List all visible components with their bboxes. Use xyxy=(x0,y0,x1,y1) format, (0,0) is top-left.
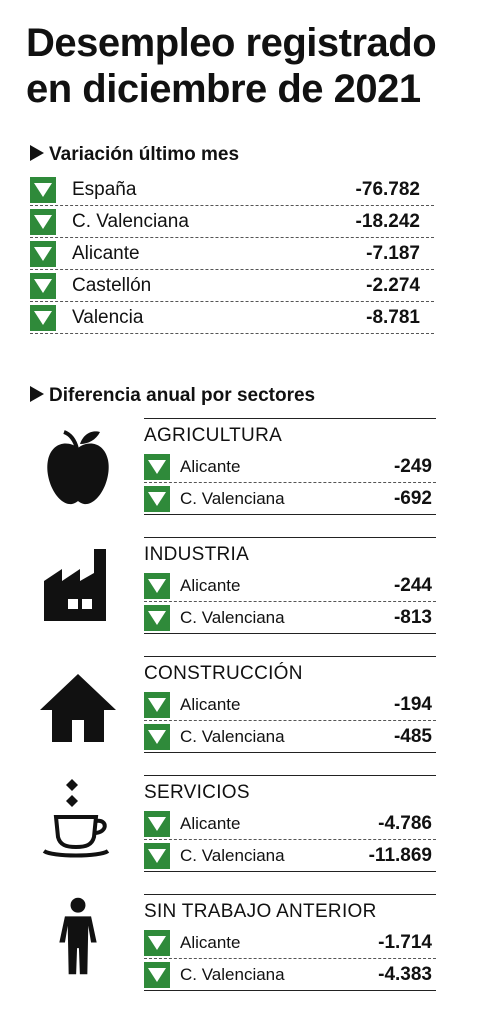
sector-name: AGRICULTURA xyxy=(144,425,283,446)
down-arrow-icon xyxy=(144,453,170,480)
row-value: -7.187 xyxy=(366,242,420,264)
sector-name: SERVICIOS xyxy=(144,782,250,803)
row-value: -1.714 xyxy=(378,931,432,953)
sector-name: INDUSTRIA xyxy=(144,544,250,565)
sector-industria: INDUSTRIA Alicante -244 C. Valenciana -8… xyxy=(30,537,440,647)
row-value: -194 xyxy=(393,693,432,715)
row-value: -813 xyxy=(393,606,432,628)
row-label: C. Valenciana xyxy=(180,964,285,984)
section-heading-variacion: Variación último mes xyxy=(30,142,239,168)
apple-icon xyxy=(47,430,109,505)
house-icon xyxy=(40,674,116,742)
table-row: C. Valenciana -18.242 xyxy=(30,206,434,238)
table-row: Alicante -194 xyxy=(144,689,436,721)
row-label: C. Valenciana xyxy=(180,488,285,508)
row-value: -244 xyxy=(393,574,432,596)
down-arrow-icon xyxy=(144,929,170,956)
row-value: -2.274 xyxy=(366,274,420,296)
row-label: C. Valenciana xyxy=(180,845,285,865)
down-arrow-icon xyxy=(144,842,170,869)
factory-icon xyxy=(44,549,106,621)
row-label: Valencia xyxy=(72,306,144,328)
row-value: -249 xyxy=(393,455,432,477)
row-label: Alicante xyxy=(180,456,241,476)
row-label: España xyxy=(72,178,137,200)
row-label: C. Valenciana xyxy=(72,210,189,232)
person-icon xyxy=(59,897,97,975)
play-arrow-icon xyxy=(30,385,44,402)
down-arrow-icon xyxy=(144,723,170,750)
sector-sin-trabajo-anterior: SIN TRABAJO ANTERIOR Alicante -1.714 C. … xyxy=(30,894,440,1004)
down-arrow-icon xyxy=(30,240,56,267)
row-value: -485 xyxy=(393,725,432,747)
down-arrow-icon xyxy=(30,208,56,235)
row-value: -4.383 xyxy=(378,963,432,985)
row-value: -692 xyxy=(393,487,432,509)
table-row: Valencia -8.781 xyxy=(30,302,434,334)
table-row: C. Valenciana -11.869 xyxy=(144,840,436,872)
row-value: -18.242 xyxy=(355,210,420,232)
row-label: Alicante xyxy=(180,694,241,714)
title-line-2: en diciembre de 2021 xyxy=(26,67,421,111)
row-label: Alicante xyxy=(72,242,140,264)
row-label: Alicante xyxy=(180,932,241,952)
table-row: C. Valenciana -4.383 xyxy=(144,959,436,991)
down-arrow-icon xyxy=(144,572,170,599)
section-heading-sectores: Diferencia anual por sectores xyxy=(30,383,315,409)
row-value: -76.782 xyxy=(355,178,420,200)
row-label: C. Valenciana xyxy=(180,607,285,627)
down-arrow-icon xyxy=(144,810,170,837)
sector-agricultura: AGRICULTURA Alicante -249 C. Valenciana … xyxy=(30,418,440,528)
table-row: Alicante -249 xyxy=(144,451,436,483)
row-value: -8.781 xyxy=(366,306,420,328)
down-arrow-icon xyxy=(144,604,170,631)
row-value: -4.786 xyxy=(378,812,432,834)
row-label: Castellón xyxy=(72,274,152,296)
table-row: Alicante -1.714 xyxy=(144,927,436,959)
row-value: -11.869 xyxy=(368,844,432,866)
table-row: C. Valenciana -692 xyxy=(144,483,436,515)
sector-construccion: CONSTRUCCIÓN Alicante -194 C. Valenciana… xyxy=(30,656,440,766)
section-heading-text: Diferencia anual por sectores xyxy=(49,385,316,406)
table-row: Alicante -7.187 xyxy=(30,238,434,270)
table-row: Castellón -2.274 xyxy=(30,270,434,302)
variacion-table: España -76.782 C. Valenciana -18.242 Ali… xyxy=(30,174,434,334)
down-arrow-icon xyxy=(30,176,56,203)
down-arrow-icon xyxy=(144,485,170,512)
table-row: C. Valenciana -813 xyxy=(144,602,436,634)
down-arrow-icon xyxy=(144,961,170,988)
row-label: C. Valenciana xyxy=(180,726,285,746)
page-title: Desempleo registrado en diciembre de 202… xyxy=(26,20,466,112)
sector-servicios: SERVICIOS Alicante -4.786 C. Valenciana … xyxy=(30,775,440,885)
coffee-cup-icon xyxy=(42,779,110,858)
table-row: Alicante -244 xyxy=(144,570,436,602)
title-line-1: Desempleo registrado xyxy=(26,21,437,65)
row-label: Alicante xyxy=(180,813,241,833)
sector-name: SIN TRABAJO ANTERIOR xyxy=(144,901,377,922)
row-label: Alicante xyxy=(180,575,241,595)
play-arrow-icon xyxy=(30,144,44,161)
down-arrow-icon xyxy=(30,304,56,331)
sector-name: CONSTRUCCIÓN xyxy=(144,663,303,684)
table-row: España -76.782 xyxy=(30,174,434,206)
table-row: C. Valenciana -485 xyxy=(144,721,436,753)
down-arrow-icon xyxy=(144,691,170,718)
section-heading-text: Variación último mes xyxy=(49,144,240,165)
table-row: Alicante -4.786 xyxy=(144,808,436,840)
down-arrow-icon xyxy=(30,272,56,299)
